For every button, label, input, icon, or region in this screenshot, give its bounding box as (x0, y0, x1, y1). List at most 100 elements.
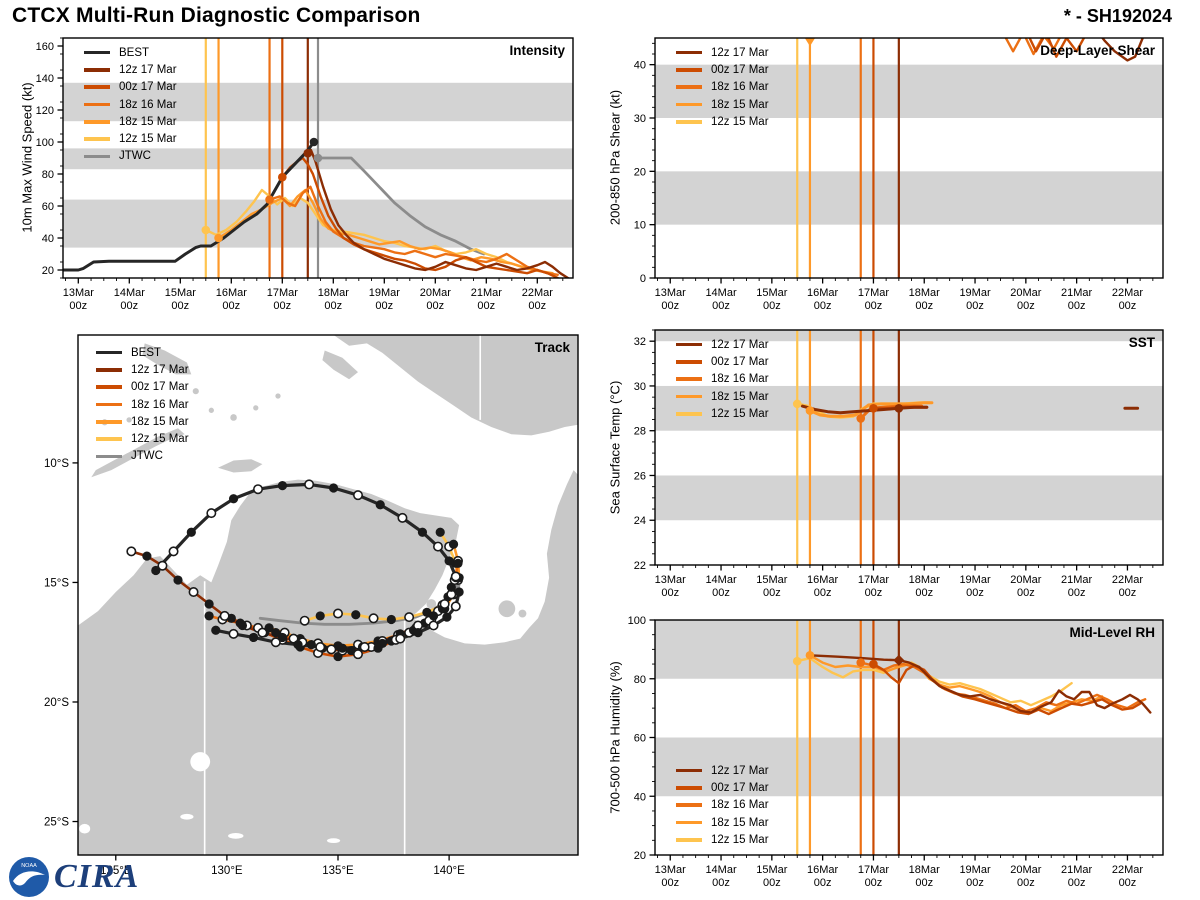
legend-label: 12z 15 Mar (711, 407, 769, 420)
legend-swatch (96, 385, 122, 390)
legend-item: 18z 15 Mar (676, 96, 769, 113)
svg-text:00z: 00z (273, 300, 291, 312)
legend-item: 18z 15 Mar (84, 113, 177, 130)
legend-swatch (84, 154, 110, 159)
svg-text:00z: 00z (1068, 300, 1086, 312)
rh-panel-title: Mid-Level RH (1069, 625, 1155, 640)
svg-text:00z: 00z (324, 300, 342, 312)
svg-text:00z: 00z (814, 587, 832, 599)
svg-text:18Mar: 18Mar (909, 287, 941, 299)
svg-text:00z: 00z (222, 300, 240, 312)
svg-text:30: 30 (634, 381, 646, 393)
legend-item: JTWC (84, 148, 177, 165)
svg-text:17Mar: 17Mar (858, 864, 890, 876)
svg-text:15Mar: 15Mar (165, 287, 197, 299)
legend-item: 12z 17 Mar (96, 361, 189, 378)
legend-label: 12z 15 Mar (711, 833, 769, 846)
svg-text:18Mar: 18Mar (909, 574, 941, 586)
svg-text:30: 30 (634, 113, 646, 125)
svg-text:22: 22 (634, 560, 646, 572)
svg-text:00z: 00z (1119, 877, 1137, 889)
svg-text:25°S: 25°S (44, 817, 69, 829)
legend-item: 12z 15 Mar (676, 831, 769, 848)
legend-swatch (676, 102, 702, 107)
legend-swatch (84, 120, 110, 124)
legend-swatch (676, 838, 702, 842)
svg-text:20: 20 (634, 166, 646, 178)
legend-label: 12z 17 Mar (711, 764, 769, 777)
legend-label: 18z 15 Mar (119, 115, 177, 128)
svg-text:20: 20 (634, 850, 646, 862)
legend-swatch (676, 412, 702, 416)
legend-item: 18z 16 Mar (676, 797, 769, 814)
shear-chart: 13Mar00z14Mar00z15Mar00z16Mar00z17Mar00z… (634, 37, 1164, 312)
legend-item: 18z 15 Mar (676, 814, 769, 831)
agency-logos: NOAA CIRA (8, 856, 139, 898)
legend-swatch (676, 120, 702, 124)
svg-text:00z: 00z (1017, 300, 1035, 312)
svg-text:00z: 00z (426, 300, 444, 312)
shear-legend: 12z 17 Mar 00z 17 Mar 18z 16 Mar 18z 15 Mar… (676, 44, 769, 130)
svg-text:15Mar: 15Mar (756, 287, 788, 299)
svg-text:00z: 00z (915, 300, 933, 312)
svg-text:18Mar: 18Mar (909, 864, 941, 876)
svg-text:00z: 00z (661, 300, 679, 312)
legend-item: 18z 16 Mar (84, 96, 177, 113)
sst-legend: 12z 17 Mar 00z 17 Mar 18z 16 Mar 18z 15 Mar… (676, 336, 769, 422)
svg-text:135°E: 135°E (322, 865, 354, 877)
legend-swatch (84, 85, 110, 90)
sst-y-axis-label: Sea Surface Temp (°C) (607, 380, 623, 515)
rh-y-axis-label: 700-500 hPa Humidity (%) (607, 661, 623, 814)
shear-y-axis-label: 200-850 hPa Shear (kt) (607, 89, 623, 226)
legend-item: 00z 17 Mar (676, 61, 769, 78)
svg-text:00z: 00z (171, 300, 189, 312)
legend-label: 18z 16 Mar (711, 373, 769, 386)
svg-text:19Mar: 19Mar (959, 864, 991, 876)
svg-text:00z: 00z (966, 300, 984, 312)
svg-text:140°E: 140°E (433, 865, 465, 877)
svg-text:00z: 00z (661, 587, 679, 599)
svg-text:20Mar: 20Mar (420, 287, 452, 299)
track-panel-title: Track (534, 340, 570, 355)
svg-text:00z: 00z (712, 877, 730, 889)
svg-text:100: 100 (36, 137, 54, 149)
svg-text:00z: 00z (865, 300, 883, 312)
svg-text:16Mar: 16Mar (216, 287, 248, 299)
legend-item: 00z 17 Mar (676, 353, 769, 370)
svg-text:00z: 00z (1017, 877, 1035, 889)
svg-text:40: 40 (634, 791, 646, 803)
svg-text:20: 20 (42, 265, 54, 277)
svg-text:16Mar: 16Mar (807, 287, 839, 299)
svg-text:00z: 00z (120, 300, 138, 312)
svg-text:32: 32 (634, 336, 646, 348)
legend-label: 12z 15 Mar (711, 115, 769, 128)
svg-text:14Mar: 14Mar (705, 864, 737, 876)
legend-label: 00z 17 Mar (131, 381, 189, 394)
legend-label: 12z 15 Mar (131, 433, 189, 446)
svg-text:21Mar: 21Mar (1061, 287, 1093, 299)
svg-text:22Mar: 22Mar (1112, 287, 1144, 299)
svg-text:21Mar: 21Mar (1061, 864, 1093, 876)
legend-item: 18z 16 Mar (676, 371, 769, 388)
legend-label: 18z 15 Mar (711, 98, 769, 111)
legend-item: JTWC (96, 448, 189, 465)
track-map: 125°E 130°E 135°E 140°E 10°S 15°S 20°S 25°S (44, 334, 579, 877)
legend-swatch (84, 137, 110, 141)
legend-swatch (84, 102, 110, 107)
svg-text:22Mar: 22Mar (1112, 574, 1144, 586)
legend-item: 12z 17 Mar (676, 762, 769, 779)
svg-text:00z: 00z (477, 300, 495, 312)
legend-label: 00z 17 Mar (119, 81, 177, 94)
legend-swatch (84, 50, 110, 55)
svg-text:13Mar: 13Mar (655, 287, 687, 299)
svg-text:00z: 00z (1068, 877, 1086, 889)
legend-swatch (96, 402, 122, 407)
svg-text:00z: 00z (661, 877, 679, 889)
svg-text:00z: 00z (375, 300, 393, 312)
legend-swatch (676, 68, 702, 72)
svg-text:120: 120 (36, 105, 54, 117)
legend-label: 12z 17 Mar (711, 338, 769, 351)
legend-swatch (676, 820, 702, 825)
svg-text:26: 26 (634, 470, 646, 482)
